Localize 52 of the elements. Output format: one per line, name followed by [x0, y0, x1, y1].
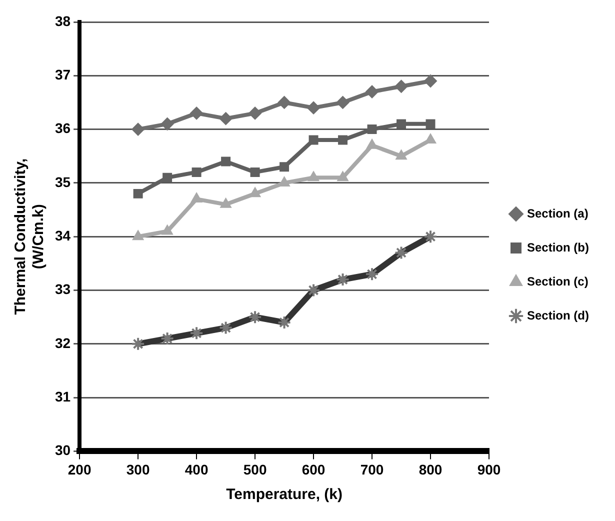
y-tick-label: 38 [54, 12, 71, 29]
point [424, 74, 438, 88]
point [367, 124, 377, 134]
y-tick-label: 33 [54, 281, 71, 298]
point [192, 167, 202, 177]
point [338, 135, 348, 145]
point [221, 156, 231, 166]
point [248, 106, 262, 120]
point [396, 119, 406, 129]
point [250, 167, 260, 177]
point [394, 80, 408, 93]
y-tick-label: 37 [54, 66, 71, 83]
legend-label: Section (d) [527, 308, 590, 322]
y-tick-label: 34 [54, 227, 71, 244]
point [280, 162, 290, 172]
point [337, 171, 348, 182]
x-tick-label: 500 [243, 461, 267, 478]
point [426, 119, 436, 129]
y-axis-title: Thermal Conductivity, (W/Cm.k) [12, 158, 48, 315]
point [307, 101, 320, 114]
point [132, 230, 144, 240]
point [162, 224, 174, 235]
x-tick-label: 400 [184, 461, 208, 478]
legend-label: Section (c) [527, 274, 588, 288]
y-tick-label: 35 [54, 174, 71, 190]
y-tick-label: 31 [54, 388, 71, 404]
point [132, 122, 145, 136]
point [396, 150, 407, 160]
x-tick-label: 800 [418, 461, 442, 478]
point [133, 188, 143, 198]
point [278, 96, 291, 109]
point [220, 198, 232, 208]
point [190, 106, 204, 120]
point [219, 112, 232, 126]
point [336, 96, 350, 109]
x-tick-label: 700 [360, 461, 384, 478]
point [366, 85, 379, 98]
point [160, 117, 174, 130]
point [162, 172, 172, 182]
legend-label: Section (b) [527, 240, 590, 254]
y-tick-label: 30 [54, 442, 71, 458]
x-tick-label: 300 [126, 461, 150, 478]
x-tick-label: 200 [68, 461, 92, 478]
x-tick-label: 600 [302, 461, 326, 478]
point [308, 171, 320, 182]
point [190, 192, 202, 203]
point [308, 135, 318, 145]
y-tick-label: 36 [54, 120, 71, 136]
y-tick-label: 32 [54, 334, 71, 351]
x-axis-title: Temperature, (k) [226, 486, 342, 504]
legend-label: Section (a) [527, 206, 588, 220]
x-tick-label: 900 [477, 461, 501, 478]
